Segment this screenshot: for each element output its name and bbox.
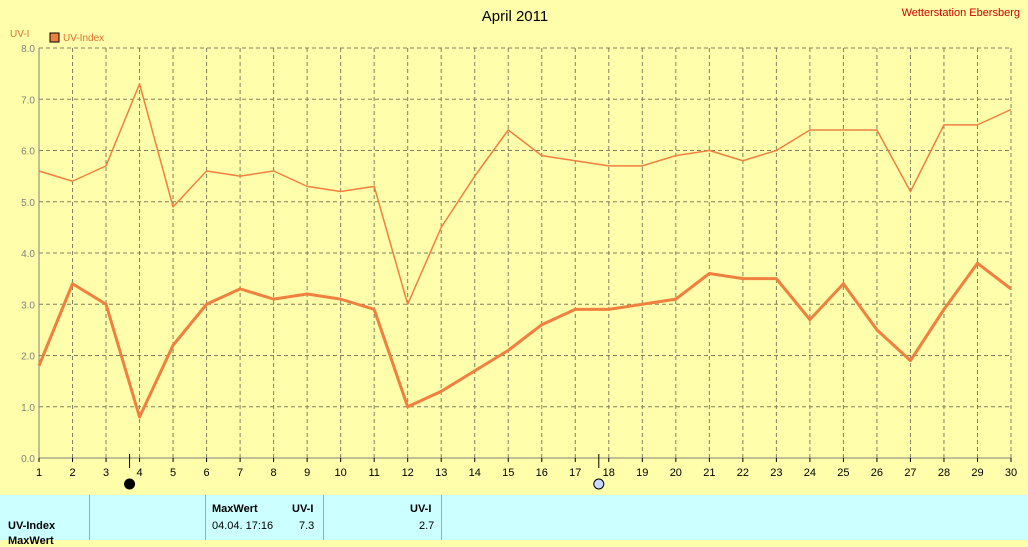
- x-tick-label: 27: [904, 467, 916, 479]
- x-tick-label: 25: [837, 467, 849, 479]
- new-moon-icon: [124, 478, 136, 490]
- x-tick-label: 1: [36, 467, 42, 479]
- x-tick-label: 30: [1005, 467, 1017, 479]
- x-tick-label: 20: [670, 467, 682, 479]
- legend-label: UV-Index: [63, 33, 104, 44]
- x-tick-label: 28: [938, 467, 950, 479]
- x-tick-label: 3: [103, 467, 109, 479]
- y-tick-label: 8.0: [21, 44, 35, 55]
- row-label-maxwert: MaxWert: [8, 535, 54, 547]
- y-tick-label: 4.0: [21, 249, 35, 260]
- y-axis-label: UV-I: [10, 29, 29, 40]
- x-tick-label: 23: [770, 467, 782, 479]
- table-divider: [89, 495, 90, 540]
- chart-title: April 2011: [482, 8, 548, 25]
- x-tick-label: 8: [271, 467, 277, 479]
- x-tick-label: 17: [569, 467, 581, 479]
- x-tick-label: 26: [871, 467, 883, 479]
- y-tick-label: 7.0: [21, 95, 35, 106]
- series-line-secondary: [38, 83, 1012, 305]
- y-tick-label: 0.0: [21, 454, 35, 465]
- x-tick-label: 6: [204, 467, 210, 479]
- y-tick-label: 3.0: [21, 300, 35, 311]
- max-value: 7.3: [299, 520, 315, 532]
- x-tick-label: 10: [335, 467, 347, 479]
- table-divider: [205, 495, 206, 540]
- x-tick-label: 7: [237, 467, 243, 479]
- series-line-uv-index: [37, 261, 1012, 419]
- x-tick-label: 5: [170, 467, 176, 479]
- uv-chart: 1 2 3 4 5 6 7 8 9 10 11 12 13 14 15 16 17 18 19 20 21 22 23 24 2…: [10, 7, 1020, 490]
- max-header: MaxWert: [212, 503, 258, 515]
- x-tick-label: 13: [435, 467, 447, 479]
- data-table: MaxWert UV-I UV-I UV-Index 04.04. 17:16 …: [0, 495, 1028, 547]
- x-tick-label: 11: [368, 467, 379, 479]
- x-tick-label: 16: [536, 467, 548, 479]
- max-time: 04.04. 17:16: [212, 520, 274, 532]
- x-tick-label: 22: [737, 467, 749, 479]
- x-tick-label: 29: [971, 467, 983, 479]
- x-tick-label: 9: [304, 467, 310, 479]
- x-tick-label: 18: [603, 467, 615, 479]
- x-tick-label: 14: [469, 467, 481, 479]
- x-tick-label: 21: [703, 467, 715, 479]
- full-moon-icon: [593, 478, 605, 490]
- avg-value: 2.7: [419, 520, 435, 532]
- y-tick-label: 5.0: [21, 198, 35, 209]
- x-tick-label: 4: [136, 467, 142, 479]
- table-divider: [441, 495, 442, 540]
- max-uvi-header: UV-I: [292, 503, 314, 515]
- avg-uvi-header: UV-I: [410, 503, 432, 515]
- y-tick-label: 6.0: [21, 147, 35, 158]
- row-label-uv-index: UV-Index: [8, 520, 56, 532]
- x-tick-label: 12: [402, 467, 414, 479]
- station-name: Wetterstation Ebersberg: [902, 7, 1020, 19]
- x-tick-label: 15: [502, 467, 514, 479]
- x-tick-label: 24: [804, 467, 816, 479]
- x-tick-label: 2: [69, 467, 75, 479]
- table-divider: [323, 495, 324, 540]
- legend-swatch: [49, 32, 60, 43]
- x-tick-label: 19: [636, 467, 648, 479]
- y-tick-label: 1.0: [21, 403, 35, 414]
- y-tick-label: 2.0: [21, 352, 35, 363]
